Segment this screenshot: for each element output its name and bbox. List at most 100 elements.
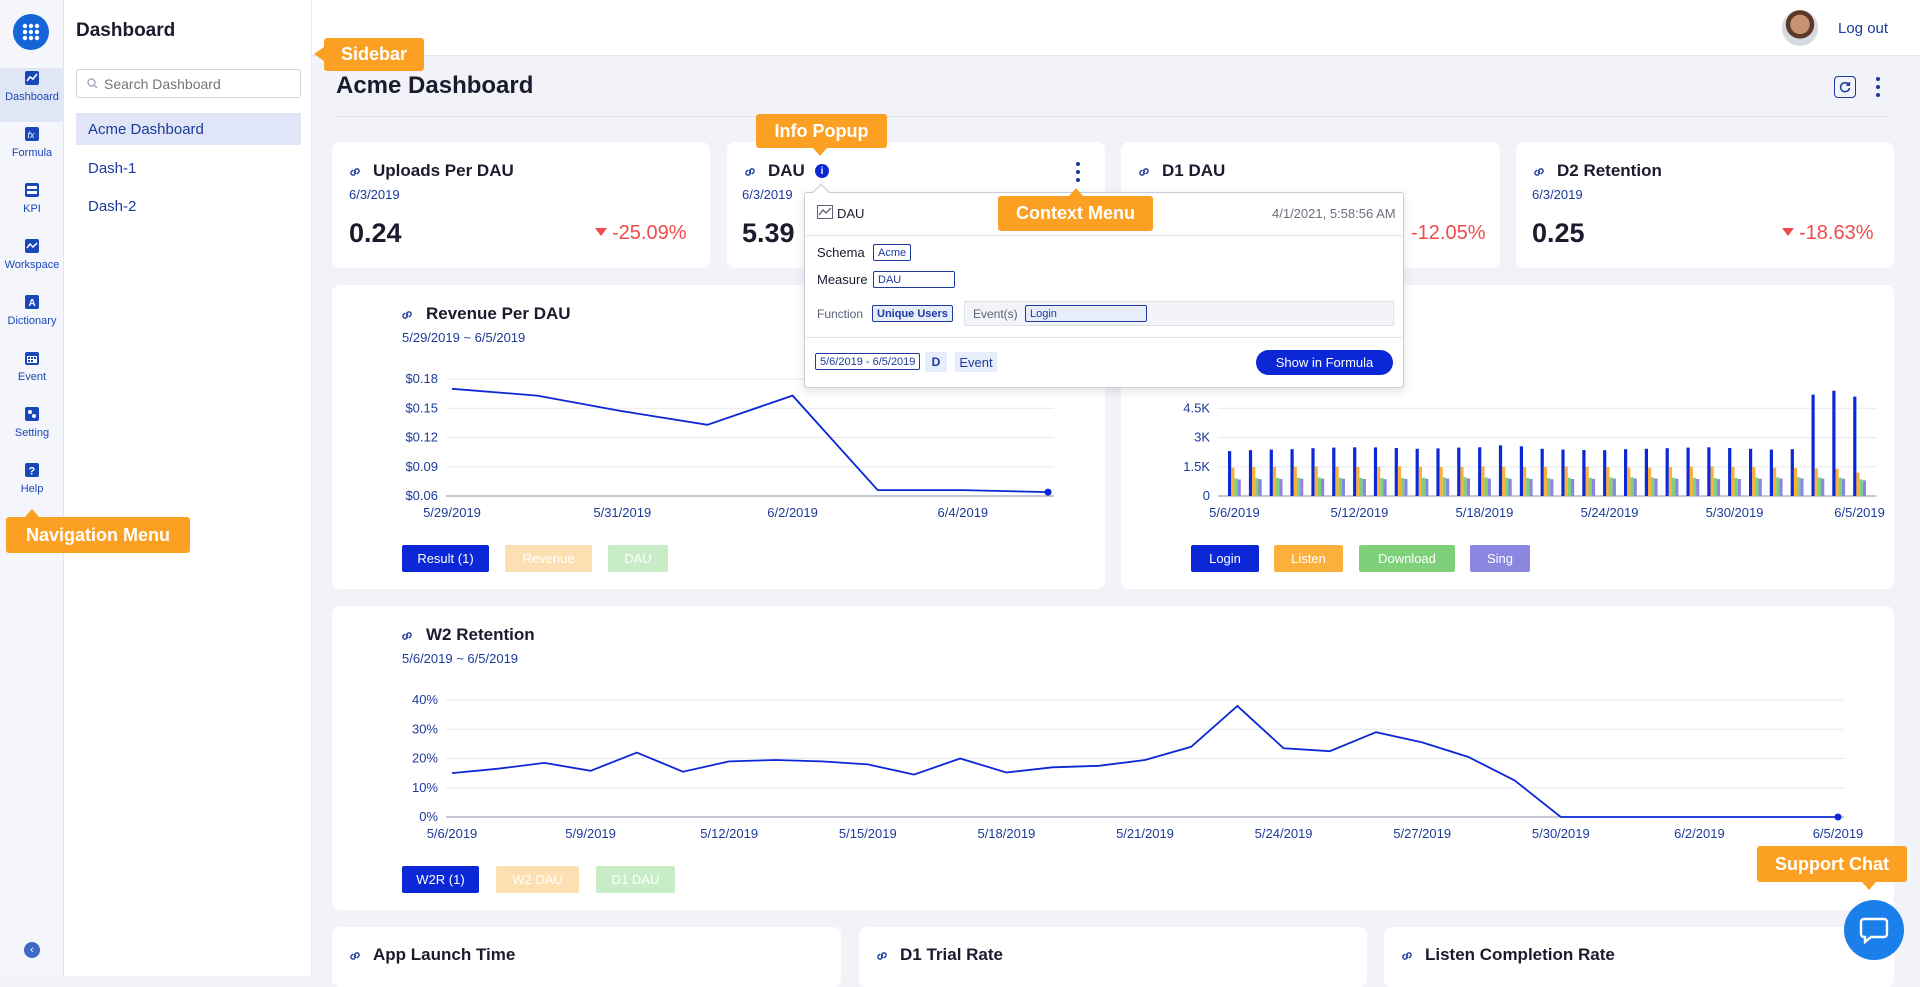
show-in-formula-button[interactable]: Show in Formula <box>1256 350 1393 375</box>
legend-download[interactable]: Download <box>1359 545 1455 572</box>
line-chart-icon <box>817 205 833 219</box>
setting-icon <box>24 406 40 422</box>
support-chat-button[interactable] <box>1844 900 1904 960</box>
measure-label: Measure <box>817 272 868 287</box>
legend-w2r[interactable]: W2R (1) <box>402 866 479 893</box>
refresh-button[interactable] <box>1834 76 1856 98</box>
tooltip-sidebar: Sidebar <box>324 38 424 71</box>
page-more-menu-icon[interactable] <box>1875 77 1881 97</box>
tooltip-navigation-menu: Navigation Menu <box>6 517 190 553</box>
tooltip-arrow <box>314 47 324 61</box>
app-logo-icon[interactable] <box>13 14 49 50</box>
nav-item-formula[interactable]: fx Formula <box>0 124 64 178</box>
collapse-chevron-left-icon[interactable]: ‹ <box>24 942 40 958</box>
events-box: Event(s) Login <box>964 301 1394 326</box>
nav-label: KPI <box>23 203 41 215</box>
link-icon[interactable] <box>400 308 414 322</box>
kpi-card-d2-retention[interactable]: D2 Retention 6/3/2019 0.25 -18.63% <box>1516 142 1894 268</box>
top-bar <box>312 0 1920 56</box>
sidebar-item-dash-1[interactable]: Dash-1 <box>88 159 137 177</box>
legend-result[interactable]: Result (1) <box>402 545 489 572</box>
formula-icon: fx <box>24 126 40 142</box>
kpi-change: -25.09% <box>612 222 687 244</box>
legend-revenue[interactable]: Revenue <box>505 545 592 572</box>
chart-title: W2 Retention <box>426 625 535 644</box>
measure-chip: DAU <box>873 271 955 288</box>
help-icon: ? <box>24 462 40 478</box>
chart-date-range: 5/29/2019 ~ 6/5/2019 <box>402 330 526 345</box>
dashboard-icon <box>24 70 40 86</box>
kpi-change: -12.05% <box>1411 222 1486 244</box>
nav-item-dictionary[interactable]: A Dictionary <box>0 292 64 346</box>
kpi-card-uploads-per-dau[interactable]: Uploads Per DAU 6/3/2019 0.24 -25.09% <box>332 142 710 268</box>
events-label: Event(s) <box>973 307 1018 321</box>
type-chip: Event <box>955 352 997 372</box>
schema-chip: Acme <box>873 244 912 261</box>
sidebar-item-acme-dashboard[interactable]: Acme Dashboard <box>76 113 301 145</box>
function-chip: Unique Users <box>872 305 953 322</box>
page-title: Acme Dashboard <box>336 72 534 99</box>
legend-sing[interactable]: Sing <box>1470 545 1530 572</box>
kpi-date: 6/3/2019 <box>349 187 400 202</box>
svg-text:?: ? <box>29 466 36 478</box>
chat-bubble-icon <box>1859 917 1889 944</box>
refresh-icon <box>1839 81 1851 93</box>
card-context-menu-icon[interactable] <box>1075 162 1081 182</box>
sidebar-title: Dashboard <box>76 20 176 41</box>
kpi-card-d1-trial-rate[interactable]: D1 Trial Rate <box>859 927 1367 987</box>
sidebar: Dashboard Acme Dashboard Dash-1 Dash-2 <box>64 0 312 976</box>
link-icon <box>1534 168 1544 176</box>
kpi-icon <box>24 182 40 198</box>
link-icon <box>350 952 360 960</box>
link-icon <box>1139 168 1149 176</box>
kpi-title: App Launch Time <box>373 945 516 964</box>
nav-item-event[interactable]: Event <box>0 348 64 402</box>
avatar[interactable] <box>1782 10 1818 46</box>
nav-item-setting[interactable]: Setting <box>0 404 64 458</box>
legend-listen[interactable]: Listen <box>1274 545 1343 572</box>
workspace-icon <box>24 238 40 254</box>
event-icon <box>24 350 40 366</box>
legend-login[interactable]: Login <box>1191 545 1259 572</box>
logout-link[interactable]: Log out <box>1838 20 1889 37</box>
tooltip-arrow <box>1862 882 1876 890</box>
dictionary-icon: A <box>24 294 40 310</box>
kpi-title: D1 Trial Rate <box>900 945 1003 964</box>
kpi-card-listen-completion-rate[interactable]: Listen Completion Rate <box>1384 927 1894 987</box>
nav-label: Event <box>17 371 47 383</box>
date-range-chip: 5/6/2019 - 6/5/2019 <box>815 353 921 370</box>
tooltip-arrow <box>25 509 39 517</box>
kpi-title: Listen Completion Rate <box>1425 945 1615 964</box>
sidebar-search[interactable] <box>76 69 301 98</box>
kpi-title: D1 DAU <box>1162 161 1226 180</box>
link-icon <box>1402 952 1412 960</box>
legend-w2-dau[interactable]: W2 DAU <box>496 866 579 893</box>
tooltip-arrow <box>1069 188 1083 196</box>
link-icon <box>745 168 755 176</box>
kpi-change: -18.63% <box>1799 222 1874 244</box>
kpi-card-app-launch-time[interactable]: App Launch Time <box>332 927 841 987</box>
nav-item-workspace[interactable]: Workspace <box>0 236 64 290</box>
link-icon[interactable] <box>400 629 414 643</box>
kpi-title: Uploads Per DAU <box>373 161 514 180</box>
sidebar-item-dash-2[interactable]: Dash-2 <box>88 197 137 215</box>
nav-label: Help <box>20 483 44 495</box>
nav-item-help[interactable]: ? Help <box>0 460 64 514</box>
search-input[interactable] <box>104 75 294 92</box>
tooltip-context-menu: Context Menu <box>998 196 1153 231</box>
legend-dau[interactable]: DAU <box>608 545 668 572</box>
nav-item-kpi[interactable]: KPI <box>0 180 64 234</box>
kpi-value: 0.25 <box>1532 218 1585 248</box>
kpi-value: 5.39 <box>742 218 795 248</box>
tooltip-support-chat: Support Chat <box>1757 846 1907 882</box>
nav-item-dashboard[interactable]: Dashboard <box>0 68 64 122</box>
granularity-chip: D <box>925 352 947 372</box>
kpi-date: 6/3/2019 <box>1532 187 1583 202</box>
down-arrow-icon <box>595 228 607 236</box>
nav-label: Dictionary <box>7 315 57 327</box>
tooltip-info-popup: Info Popup <box>756 114 887 148</box>
legend-d1-dau[interactable]: D1 DAU <box>596 866 675 893</box>
info-icon[interactable]: i <box>815 164 829 178</box>
kpi-title: DAU <box>768 161 805 180</box>
search-icon <box>87 76 98 92</box>
